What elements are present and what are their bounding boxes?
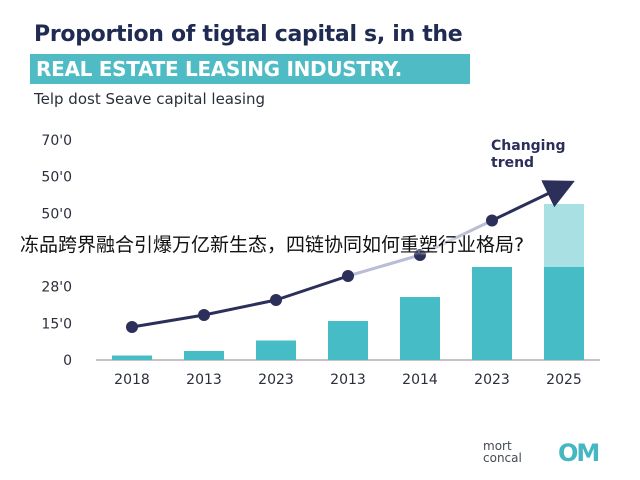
trend-line-segment xyxy=(202,298,278,317)
y-tick-label: 15'0 xyxy=(41,316,72,332)
bar xyxy=(400,297,440,360)
trend-point xyxy=(342,270,354,282)
x-tick-label: 2025 xyxy=(546,372,582,388)
trend-line-segment xyxy=(490,180,575,222)
bar xyxy=(544,267,584,360)
trend-annotation-line1: Changing xyxy=(491,138,565,154)
title-highlight-band xyxy=(30,54,470,84)
bar xyxy=(472,267,512,360)
x-tick-label: 2023 xyxy=(258,372,294,388)
y-tick-label: 50'0 xyxy=(41,206,72,222)
x-tick-label: 2014 xyxy=(402,372,438,388)
trend-point xyxy=(270,294,282,306)
bar xyxy=(184,351,224,360)
trend-point xyxy=(126,321,138,333)
y-tick-label: 50'0 xyxy=(41,170,72,186)
y-tick-label: 0 xyxy=(63,353,72,369)
y-tick-label: 28'0 xyxy=(41,280,72,296)
chart-subtitle: Telp dost Seave capital leasing xyxy=(34,90,266,108)
trend-line-segment xyxy=(418,219,494,257)
brand-logo-icon: OM xyxy=(558,439,600,467)
x-tick-label: 2013 xyxy=(186,372,222,388)
brand-wordmark-line1: mort xyxy=(483,439,512,453)
brand-wordmark: mort concal xyxy=(483,440,522,464)
bar xyxy=(112,355,152,360)
chart-title-line1: Proportion of tigtal capital s, in the xyxy=(34,22,463,47)
x-tick-label: 2023 xyxy=(474,372,510,388)
trend-point xyxy=(486,214,498,227)
trend-point xyxy=(198,309,210,321)
bar xyxy=(256,340,296,360)
bar xyxy=(328,321,368,360)
bar-extension xyxy=(544,204,584,267)
x-tick-label: 2018 xyxy=(114,372,150,388)
trend-line-segment xyxy=(346,253,422,278)
trend-annotation-line2: trend xyxy=(491,155,534,171)
x-tick-label: 2013 xyxy=(330,372,366,388)
trend-line-segment xyxy=(274,274,350,302)
brand-wordmark-line2: concal xyxy=(483,451,522,465)
chart-title-line2: REAL ESTATE LEASING INDUSTRY. xyxy=(36,57,402,81)
overlay-caption: 冻品跨界融合引爆万亿新生态，四链协同如何重塑行业格局? xyxy=(20,234,525,256)
trend-line-segment xyxy=(130,313,206,329)
trend-point xyxy=(414,249,426,261)
y-tick-label: 70'0 xyxy=(41,133,72,149)
